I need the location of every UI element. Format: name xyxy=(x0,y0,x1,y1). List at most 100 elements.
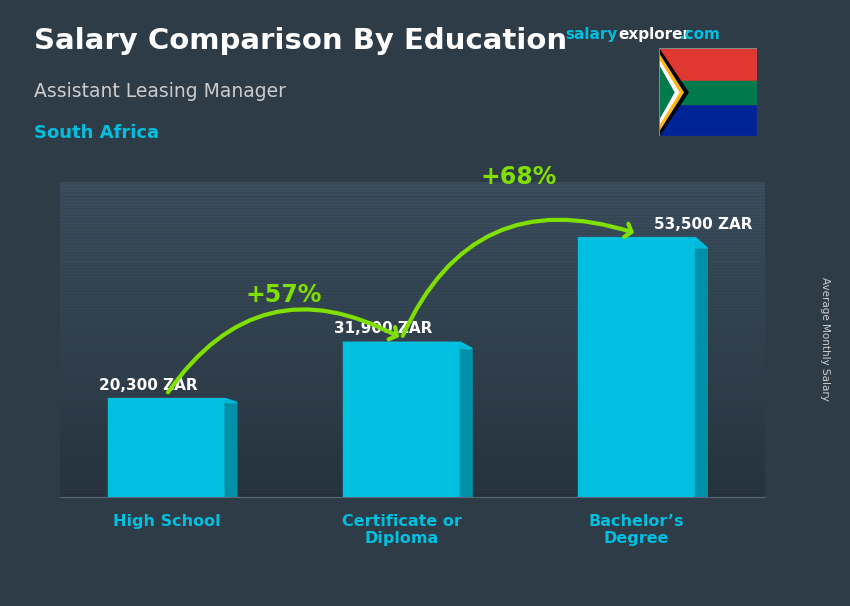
Polygon shape xyxy=(578,238,707,248)
Bar xyxy=(60,213,765,216)
Bar xyxy=(60,276,765,279)
Text: Assistant Leasing Manager: Assistant Leasing Manager xyxy=(34,82,286,101)
Bar xyxy=(60,201,765,204)
Bar xyxy=(60,279,765,282)
Bar xyxy=(60,368,765,371)
Bar xyxy=(60,198,765,201)
Polygon shape xyxy=(659,48,688,136)
Bar xyxy=(60,421,765,424)
Bar xyxy=(60,235,765,239)
Bar xyxy=(60,342,765,345)
Polygon shape xyxy=(108,399,237,402)
Bar xyxy=(60,261,765,264)
Bar xyxy=(60,295,765,298)
Bar xyxy=(60,264,765,267)
Bar xyxy=(60,251,765,255)
Bar xyxy=(60,255,765,258)
Text: South Africa: South Africa xyxy=(34,124,159,142)
Bar xyxy=(60,333,765,336)
Bar xyxy=(60,434,765,437)
Bar xyxy=(60,185,765,188)
Text: +68%: +68% xyxy=(481,165,558,188)
Bar xyxy=(60,377,765,381)
Bar xyxy=(659,92,756,136)
Text: .com: .com xyxy=(679,27,720,42)
Bar xyxy=(60,402,765,405)
Text: Average Monthly Salary: Average Monthly Salary xyxy=(820,278,830,401)
Bar xyxy=(60,270,765,273)
Bar xyxy=(60,371,765,374)
Bar xyxy=(60,292,765,295)
Bar xyxy=(659,81,756,104)
Bar xyxy=(60,444,765,447)
Bar xyxy=(60,437,765,440)
Bar xyxy=(60,481,765,484)
Bar xyxy=(659,48,756,92)
Bar xyxy=(60,352,765,355)
Bar xyxy=(60,216,765,219)
Bar xyxy=(60,229,765,232)
Polygon shape xyxy=(343,342,461,497)
Bar xyxy=(60,456,765,459)
Bar xyxy=(60,491,765,494)
Bar xyxy=(60,459,765,462)
Polygon shape xyxy=(659,54,683,131)
Bar xyxy=(60,345,765,349)
Text: +57%: +57% xyxy=(246,283,322,307)
Bar xyxy=(60,355,765,358)
Text: salary: salary xyxy=(565,27,618,42)
Bar xyxy=(60,408,765,412)
Bar xyxy=(60,412,765,415)
Polygon shape xyxy=(108,399,225,497)
Bar xyxy=(60,405,765,408)
Bar xyxy=(60,440,765,444)
Bar xyxy=(60,207,765,210)
Bar xyxy=(60,195,765,198)
Bar xyxy=(60,450,765,453)
Bar xyxy=(60,282,765,286)
Polygon shape xyxy=(578,238,695,497)
Text: 31,900 ZAR: 31,900 ZAR xyxy=(334,321,433,336)
Bar xyxy=(60,339,765,342)
Bar xyxy=(60,286,765,289)
Bar xyxy=(60,258,765,261)
Bar xyxy=(60,289,765,292)
Bar xyxy=(60,390,765,393)
Bar xyxy=(60,465,765,468)
Bar xyxy=(60,305,765,308)
Bar xyxy=(60,273,765,276)
Bar xyxy=(60,267,765,270)
Bar xyxy=(60,468,765,471)
Bar xyxy=(60,374,765,377)
Bar xyxy=(60,311,765,314)
Bar xyxy=(60,393,765,396)
Bar xyxy=(60,471,765,475)
Bar xyxy=(60,431,765,434)
Bar xyxy=(60,453,765,456)
Bar xyxy=(60,428,765,431)
Bar xyxy=(60,399,765,402)
Bar xyxy=(60,321,765,324)
Polygon shape xyxy=(461,342,472,497)
Bar xyxy=(60,204,765,207)
Bar xyxy=(60,191,765,195)
Bar xyxy=(60,336,765,339)
Polygon shape xyxy=(659,65,674,119)
Bar xyxy=(60,361,765,365)
Polygon shape xyxy=(225,399,237,497)
Text: 20,300 ZAR: 20,300 ZAR xyxy=(99,378,198,393)
Bar xyxy=(60,349,765,352)
Bar xyxy=(60,330,765,333)
Bar xyxy=(60,447,765,450)
Text: explorer: explorer xyxy=(619,27,691,42)
Bar xyxy=(60,475,765,478)
Bar xyxy=(60,248,765,251)
Bar xyxy=(60,358,765,361)
Bar xyxy=(60,232,765,235)
Bar xyxy=(60,245,765,248)
Text: 53,500 ZAR: 53,500 ZAR xyxy=(654,217,752,231)
Polygon shape xyxy=(695,238,707,497)
Bar xyxy=(60,365,765,368)
Bar xyxy=(60,239,765,242)
Bar xyxy=(60,484,765,487)
